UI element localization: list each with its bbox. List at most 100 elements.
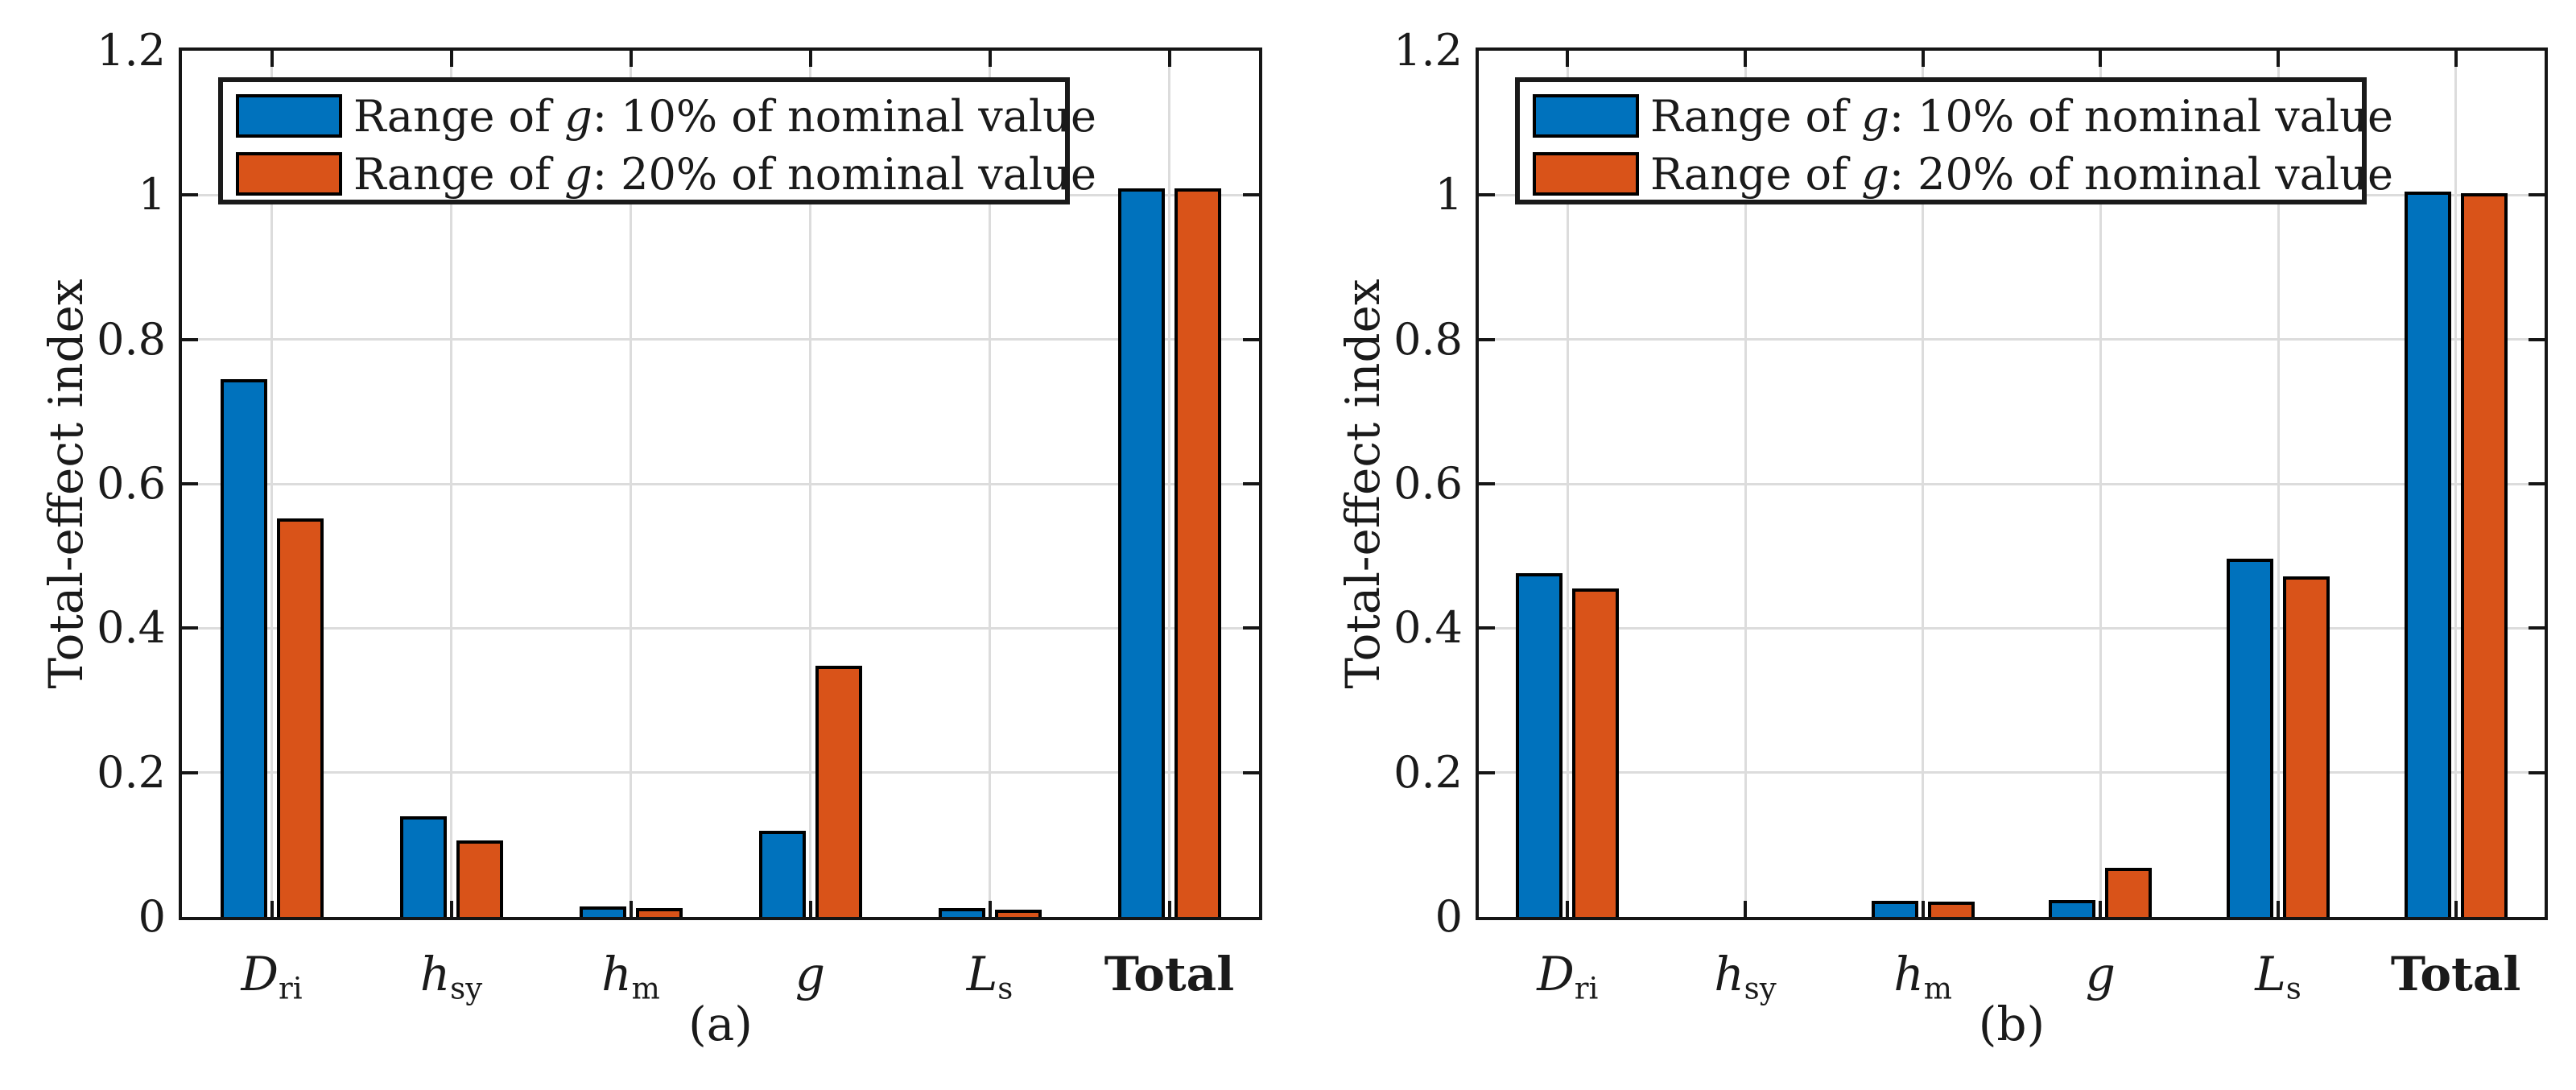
- bar-g-20pct: [815, 666, 862, 917]
- x-tick-label-segment: ri: [1574, 971, 1599, 1006]
- y-tick-label: 1: [1435, 169, 1463, 221]
- y-tick-label: 0.2: [1393, 746, 1463, 798]
- y-tick-label: 0.6: [1393, 458, 1463, 509]
- x-tick-label-Total: Total: [1073, 938, 1266, 1010]
- bar-D_ri-20pct: [276, 518, 324, 917]
- legend-swatch-10pct: [236, 94, 342, 138]
- legend-item: Range of g: 20% of nominal value: [236, 147, 1096, 201]
- x-gridline: [270, 51, 273, 917]
- x-tick-top: [2277, 51, 2280, 67]
- legend-label-segment: Range of: [353, 90, 565, 142]
- bar-D_ri-10pct: [220, 379, 267, 917]
- bar-h_m-20pct: [1927, 902, 1975, 917]
- x-tick-label-segment: m: [631, 971, 660, 1006]
- x-tick-top: [1921, 51, 1925, 67]
- y-tick-left: [1479, 482, 1495, 485]
- bar-L_s-10pct: [938, 908, 985, 917]
- y-tick-label: 0.6: [97, 458, 166, 509]
- legend-label-segment: Range of: [353, 148, 565, 200]
- y-tick-left: [182, 337, 198, 341]
- x-tick-label-segment: m: [1923, 971, 1952, 1006]
- y-gridline: [1479, 338, 2545, 341]
- y-tick-left: [1479, 626, 1495, 630]
- y-tick-left: [1479, 770, 1495, 774]
- y-gridline: [182, 626, 1259, 630]
- legend-swatch-20pct: [1533, 152, 1639, 196]
- x-tick-label-h_m: hm: [1827, 938, 2020, 1010]
- y-tick-right: [1243, 770, 1259, 774]
- x-tick-label-segment: L: [966, 947, 998, 1001]
- legend-swatch-10pct: [1533, 94, 1639, 138]
- bar-h_m-10pct: [579, 906, 626, 917]
- x-tick-label-h_sy: hsy: [1649, 938, 1842, 1010]
- legend-label-segment: : 20% of nominal value: [1889, 148, 2393, 200]
- y-tick-right: [2529, 770, 2545, 774]
- legend-label-segment: g: [1861, 90, 1889, 142]
- x-gridline: [809, 51, 811, 917]
- bar-L_s-20pct: [994, 910, 1042, 917]
- y-gridline: [1479, 626, 2545, 630]
- x-tick-label-segment: s: [2285, 971, 2301, 1006]
- bar-h_sy-10pct: [399, 816, 447, 917]
- y-tick-left: [182, 626, 198, 630]
- plot-area-b: 0 0.2 0.4 0.6 0.8 1 1.2 Dri hsy hm g Ls Total Range o…: [1393, 25, 2548, 1005]
- plot-area-a: 0 0.2 0.4 0.6 0.8 1 1.2 Dri hsy hm g Ls Total Range o…: [97, 25, 1262, 1005]
- bar-L_s-20pct: [2283, 576, 2330, 917]
- x-tick-top: [270, 51, 274, 67]
- y-gridline: [182, 338, 1259, 341]
- x-gridline: [1922, 51, 1925, 917]
- x-gridline: [2099, 51, 2102, 917]
- x-tick-top: [1566, 51, 1570, 67]
- y-tick-label: 0.4: [1393, 602, 1463, 654]
- legend-box: Range of g: 10% of nominal value Range of…: [1515, 77, 2393, 204]
- x-gridline: [1566, 51, 1569, 917]
- x-tick-bottom: [270, 901, 274, 917]
- x-tick-bottom: [2454, 901, 2458, 917]
- x-tick-bottom: [1167, 901, 1171, 917]
- y-tick-left: [182, 482, 198, 485]
- legend-label: Range of g: 20% of nominal value: [353, 149, 1096, 200]
- y-tick-left: [182, 770, 198, 774]
- legend-label-segment: g: [564, 90, 592, 142]
- x-tick-top: [629, 51, 633, 67]
- x-tick-top: [2454, 51, 2458, 67]
- legend-label-segment: g: [1861, 148, 1889, 200]
- y-gridline: [1479, 771, 2545, 774]
- y-tick-right: [1243, 337, 1259, 341]
- bar-L_s-10pct: [2227, 559, 2273, 917]
- x-tick-top: [988, 51, 992, 67]
- y-tick-label: 0: [1435, 891, 1463, 942]
- legend-label-segment: : 10% of nominal value: [1889, 90, 2393, 142]
- x-tick-label-Total: Total: [2359, 938, 2553, 1010]
- x-tick-label-L_s: Ls: [894, 938, 1087, 1010]
- panel-caption-b: (b): [1978, 997, 2046, 1051]
- x-tick-label-segment: h: [419, 947, 451, 1001]
- panel-caption-a: (a): [688, 997, 753, 1051]
- y-tick-right: [1243, 482, 1259, 485]
- legend-box: Range of g: 10% of nominal value Range of…: [218, 77, 1096, 204]
- legend-label-segment: Range of: [1650, 148, 1862, 200]
- legend-swatch-20pct: [236, 152, 342, 196]
- x-tick-bottom: [449, 901, 453, 917]
- x-tick-label-segment: Total: [1104, 947, 1235, 1001]
- y-tick-left: [1479, 337, 1495, 341]
- y-tick-label: 0.2: [97, 746, 166, 798]
- y-tick-left: [1479, 193, 1495, 197]
- legend-label-segment: g: [564, 148, 592, 200]
- x-gridline: [2454, 51, 2458, 917]
- y-tick-label: 1.2: [97, 25, 166, 76]
- bar-Total-20pct: [2460, 193, 2508, 917]
- y-tick-right: [2529, 482, 2545, 485]
- x-tick-label-g: g: [2004, 938, 2197, 1010]
- legend-item: Range of g: 10% of nominal value: [1533, 89, 2393, 143]
- bar-h_sy-20pct: [456, 840, 503, 917]
- x-tick-label-g: g: [714, 938, 907, 1010]
- y-tick-right: [1243, 193, 1259, 197]
- legend-label: Range of g: 10% of nominal value: [353, 91, 1096, 142]
- x-tick-top: [1744, 51, 1747, 67]
- x-tick-bottom: [2099, 901, 2103, 917]
- bar-h_m-10pct: [1871, 901, 1918, 917]
- y-tick-right: [2529, 193, 2545, 197]
- y-tick-label: 1.2: [1393, 25, 1463, 76]
